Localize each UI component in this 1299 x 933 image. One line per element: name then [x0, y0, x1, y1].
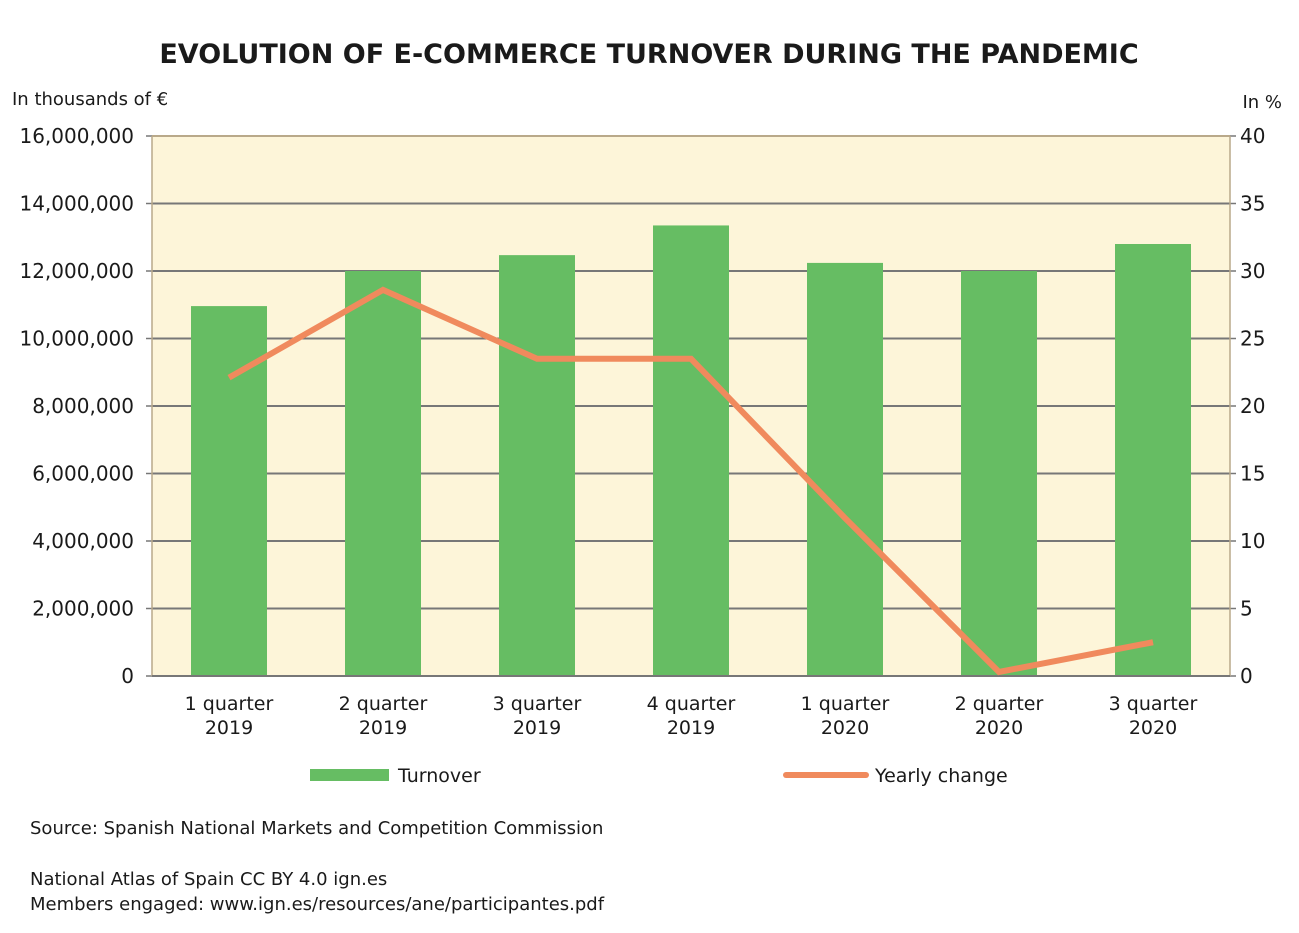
x-tick-label: 1 quarter: [185, 693, 274, 715]
left-tick-label: 10,000,000: [19, 327, 134, 351]
right-axis-label: In %: [1242, 92, 1282, 113]
bar-turnover: [345, 271, 421, 676]
x-tick-label-year: 2020: [1129, 717, 1177, 739]
bar-turnover: [499, 255, 575, 676]
right-tick-label: 0: [1240, 664, 1253, 688]
x-tick-label-year: 2019: [667, 717, 715, 739]
left-tick-label: 0: [121, 664, 134, 688]
left-tick-label: 2,000,000: [32, 597, 134, 621]
members-note: Members engaged: www.ign.es/resources/an…: [30, 894, 605, 915]
right-tick-label: 5: [1240, 597, 1253, 621]
right-tick-label: 35: [1240, 192, 1265, 216]
left-tick-label: 6,000,000: [32, 462, 134, 486]
source-note: Source: Spanish National Markets and Com…: [30, 818, 604, 839]
x-tick-label-year: 2019: [513, 717, 561, 739]
x-tick-label: 2 quarter: [339, 693, 428, 715]
legend-swatch-turnover: [310, 769, 389, 781]
bar-turnover: [653, 225, 729, 676]
right-tick-label: 40: [1240, 124, 1265, 148]
left-tick-label: 12,000,000: [19, 259, 134, 283]
x-tick-label-year: 2020: [821, 717, 869, 739]
x-tick-label-year: 2020: [975, 717, 1023, 739]
credit-note: National Atlas of Spain CC BY 4.0 ign.es: [30, 869, 388, 890]
chart-title: EVOLUTION OF E-COMMERCE TURNOVER DURING …: [159, 39, 1138, 70]
x-tick-label: 2 quarter: [955, 693, 1044, 715]
left-tick-label: 8,000,000: [32, 394, 134, 418]
legend-label-turnover: Turnover: [397, 765, 481, 787]
bar-turnover: [191, 306, 267, 676]
bar-turnover: [1115, 244, 1191, 676]
x-tick-label: 3 quarter: [1109, 693, 1198, 715]
bar-turnover: [807, 262, 883, 676]
bar-turnover: [961, 271, 1037, 676]
x-tick-label-year: 2019: [359, 717, 407, 739]
left-tick-label: 4,000,000: [32, 529, 134, 553]
x-tick-label: 3 quarter: [493, 693, 582, 715]
left-axis-label: In thousands of €: [12, 89, 168, 110]
right-tick-label: 15: [1240, 462, 1265, 486]
right-tick-label: 10: [1240, 529, 1265, 553]
x-tick-label: 1 quarter: [801, 693, 890, 715]
left-tick-label: 14,000,000: [19, 192, 134, 216]
right-tick-label: 30: [1240, 259, 1265, 283]
x-tick-label-year: 2019: [205, 717, 253, 739]
right-tick-label: 25: [1240, 327, 1265, 351]
x-tick-label: 4 quarter: [647, 693, 736, 715]
right-tick-label: 20: [1240, 394, 1265, 418]
left-tick-label: 16,000,000: [19, 124, 134, 148]
legend-label-yearly-change: Yearly change: [874, 765, 1008, 787]
